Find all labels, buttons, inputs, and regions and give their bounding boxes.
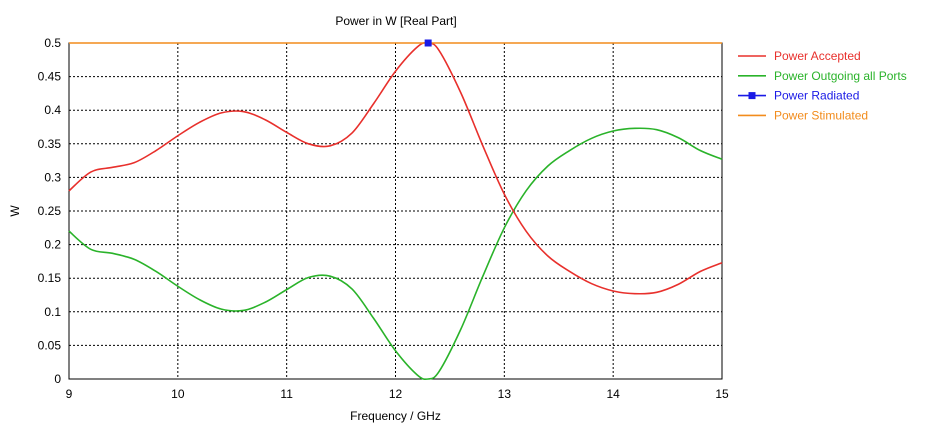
legend-label: Power Stimulated xyxy=(774,108,868,122)
chart-title: Power in W [Real Part] xyxy=(335,14,456,28)
legend-label: Power Radiated xyxy=(774,89,859,103)
x-tick-label: 15 xyxy=(715,387,729,401)
y-tick-label: 0.1 xyxy=(44,305,61,319)
y-tick-label: 0.35 xyxy=(38,137,62,151)
x-axis-title: Frequency / GHz xyxy=(350,409,441,423)
x-tick-label: 11 xyxy=(280,387,293,401)
legend-item-power-accepted: Power Accepted xyxy=(738,49,861,63)
y-tick-label: 0.15 xyxy=(38,271,62,285)
legend-item-power-radiated: Power Radiated xyxy=(738,89,859,103)
y-tick-label: 0.4 xyxy=(44,103,61,117)
data-point-power-radiated xyxy=(424,39,432,47)
y-tick-label: 0.3 xyxy=(44,170,61,184)
grid xyxy=(69,43,722,379)
series-layer xyxy=(68,39,723,381)
y-tick-label: 0.5 xyxy=(44,36,61,50)
y-tick-label: 0.25 xyxy=(38,204,62,218)
legend: Power Accepted Power Outgoing all Ports Po… xyxy=(738,49,907,122)
legend-label: Power Accepted xyxy=(774,49,861,63)
legend-item-power-stimulated: Power Stimulated xyxy=(738,108,868,122)
x-tick-label: 13 xyxy=(498,387,512,401)
y-tick-label: 0.2 xyxy=(44,238,61,252)
series-line-power-accepted xyxy=(68,41,723,295)
y-axis: 0 0.05 0.1 0.15 0.2 0.25 0.3 0.35 0.4 0.45 0.5 xyxy=(38,36,62,386)
y-tick-label: 0 xyxy=(54,372,61,386)
y-tick-label: 0.05 xyxy=(38,338,62,352)
x-tick-label: 12 xyxy=(389,387,403,401)
y-axis-title: W xyxy=(8,205,22,217)
x-axis: 9 10 11 12 13 14 15 xyxy=(66,387,729,401)
legend-label: Power Outgoing all Ports xyxy=(774,69,907,83)
x-tick-label: 9 xyxy=(66,387,73,401)
x-tick-label: 14 xyxy=(606,387,620,401)
y-tick-label: 0.45 xyxy=(38,70,62,84)
legend-marker xyxy=(748,92,756,100)
series-line-power-outgoing-all-ports xyxy=(68,127,723,381)
x-tick-label: 10 xyxy=(171,387,185,401)
legend-item-power-outgoing-all-ports: Power Outgoing all Ports xyxy=(738,69,907,83)
